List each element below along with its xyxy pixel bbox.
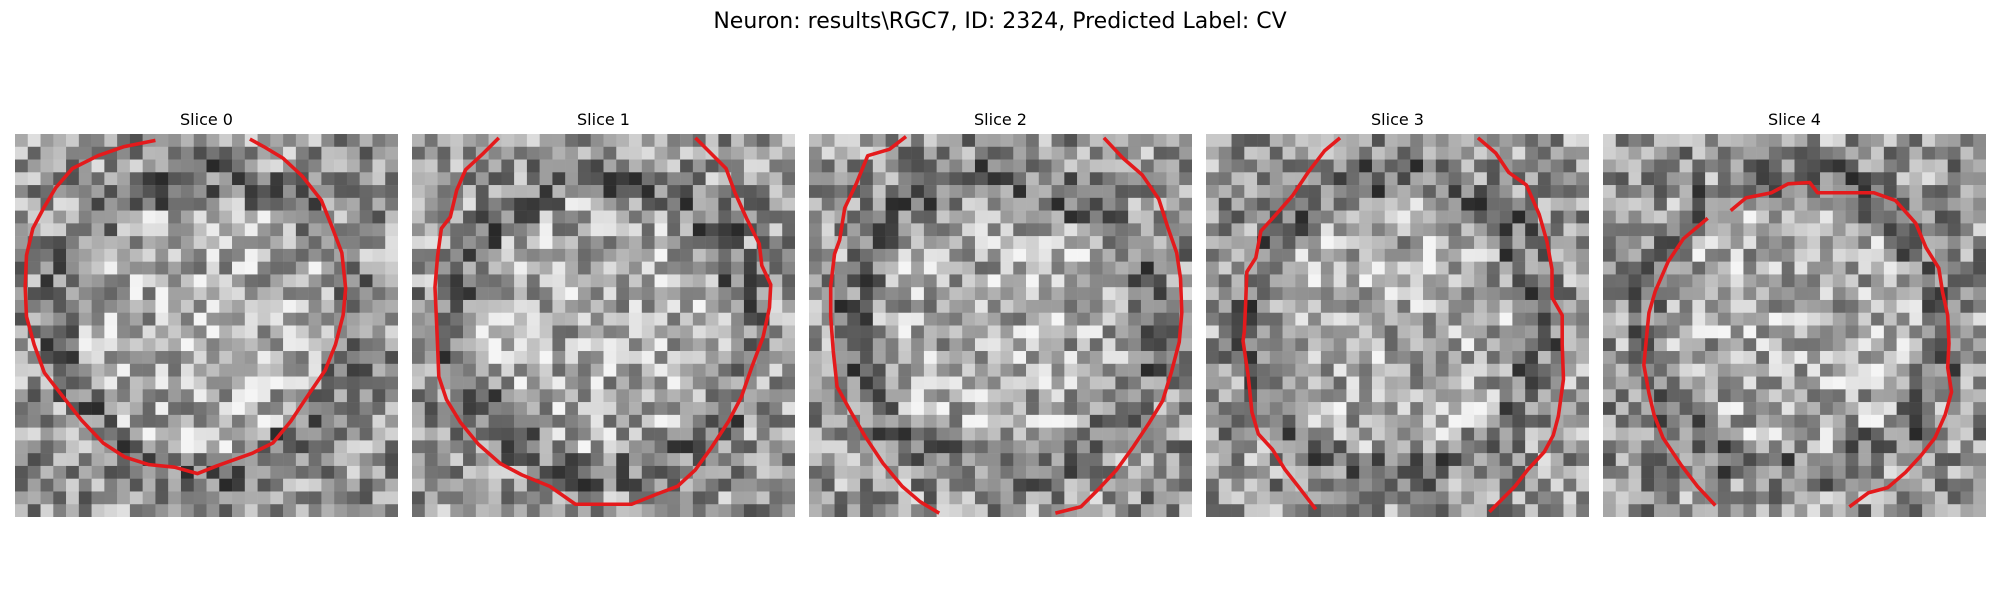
slice-title-2: Slice 2 bbox=[974, 110, 1027, 129]
slice-pixels bbox=[412, 134, 795, 517]
contour-line bbox=[433, 136, 773, 507]
slice-title-1: Slice 1 bbox=[577, 110, 630, 129]
slice-panel-1: Slice 1 bbox=[412, 108, 795, 528]
slice-panel-4: Slice 4 bbox=[1603, 108, 1986, 528]
slice-title-4: Slice 4 bbox=[1768, 110, 1821, 129]
slice-image-2 bbox=[809, 134, 1192, 517]
contour-line bbox=[828, 135, 941, 515]
slice-title-0: Slice 0 bbox=[180, 110, 233, 129]
contour-line bbox=[1642, 216, 1717, 507]
figure-title: Neuron: results\RGC7, ID: 2324, Predicte… bbox=[713, 9, 1287, 34]
slice-pixels bbox=[15, 134, 398, 517]
slice-panel-2: Slice 2 bbox=[809, 108, 1192, 528]
contour-line bbox=[23, 137, 348, 476]
slice-pixels bbox=[1206, 134, 1589, 517]
slice-pixels bbox=[809, 134, 1192, 517]
contour-line-right bbox=[1729, 180, 1954, 509]
slice-image-1 bbox=[412, 134, 795, 517]
contour-line bbox=[1241, 136, 1342, 511]
slice-image-3 bbox=[1206, 134, 1589, 517]
slice-image-0 bbox=[15, 134, 398, 517]
contour-line-right bbox=[1054, 136, 1184, 515]
slice-image-4 bbox=[1603, 134, 1986, 517]
slice-pixels bbox=[1603, 134, 1986, 517]
slice-panel-3: Slice 3 bbox=[1206, 108, 1589, 528]
contour-line-right bbox=[1476, 136, 1566, 514]
slice-title-3: Slice 3 bbox=[1371, 110, 1424, 129]
slice-panel-0: Slice 0 bbox=[15, 108, 398, 528]
